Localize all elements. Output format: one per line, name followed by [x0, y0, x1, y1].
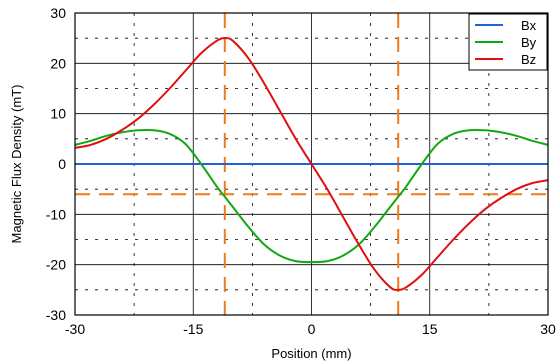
y-tick-label: 20	[50, 55, 66, 71]
legend: Bx By Bz	[468, 13, 548, 71]
plot-frame	[74, 12, 549, 316]
tick-labels: -30 -15 0 15 30 -30 -20 -10 0 10 20 30	[46, 5, 556, 337]
y-tick-label: 10	[50, 106, 66, 122]
series-lines	[74, 37, 549, 291]
x-tick-label: 30	[540, 321, 556, 337]
legend-label-by: By	[521, 35, 537, 50]
legend-label-bx: Bx	[521, 18, 537, 33]
x-tick-label: 15	[422, 321, 438, 337]
y-tick-label: -20	[46, 257, 66, 273]
y-axis-title: Magnetic Flux Density (mT)	[9, 85, 24, 244]
y-tick-label: -10	[46, 206, 66, 222]
series-line-bz	[74, 37, 549, 291]
x-tick-label: -30	[65, 321, 85, 337]
x-tick-label: 0	[308, 321, 316, 337]
y-tick-label: -30	[46, 307, 66, 323]
legend-label-bz: Bz	[521, 52, 536, 67]
series-line-by	[74, 128, 549, 264]
x-axis-title: Position (mm)	[271, 346, 351, 361]
y-tick-label: 30	[50, 5, 66, 21]
y-tick-label: 0	[58, 156, 66, 172]
x-tick-label: -15	[183, 321, 203, 337]
